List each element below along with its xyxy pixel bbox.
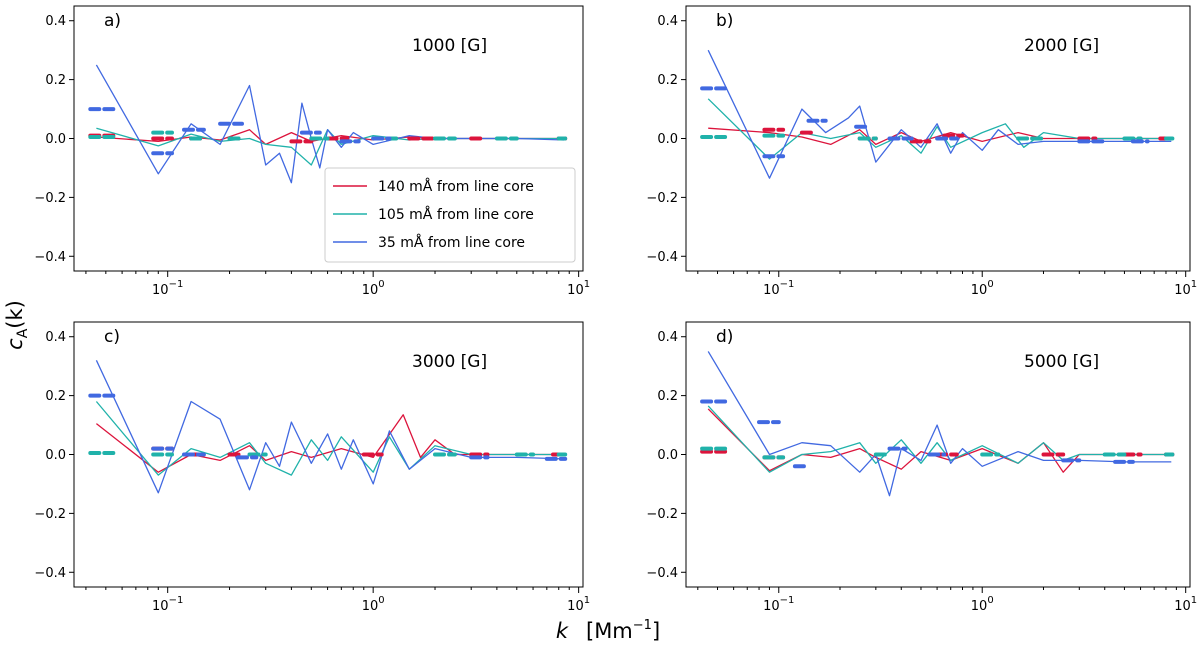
panel-c: 0.4 0.2 0.0 −0.2 −0.4 10−1 100 101 c) 3000 [G] <box>34 321 590 614</box>
field-label: 1000 [G] <box>412 36 487 56</box>
series-line-1 <box>95 414 565 473</box>
y-tick-label: −0.2 <box>646 507 678 522</box>
x-tick-label: 101 <box>1174 595 1197 614</box>
legend: 140 mÅ from line core 105 mÅ from line co… <box>324 167 576 263</box>
x-tick-label: 100 <box>971 595 994 614</box>
x-axis-label: k [Mm−1] <box>556 618 660 643</box>
y-tick-label: −0.2 <box>34 507 66 522</box>
y-tick-label: −0.2 <box>34 191 66 206</box>
y-tick-label: 0.2 <box>657 73 678 88</box>
field-label: 2000 [G] <box>1024 36 1099 56</box>
panel-d: 0.4 0.2 0.0 −0.2 −0.4 10−1 100 101 d) 5000 [G] <box>646 321 1197 614</box>
panel-label: a) <box>104 11 121 31</box>
series-line-3 <box>707 351 1172 497</box>
y-tick-label: 0.0 <box>657 132 678 147</box>
series-line-2 <box>95 401 565 476</box>
legend-label: 35 mÅ from line core <box>378 234 525 251</box>
y-tick-label: 0.4 <box>45 14 66 29</box>
panel-label: c) <box>104 327 120 347</box>
legend-label: 140 mÅ from line core <box>378 178 534 195</box>
y-axis-label: cA(k) <box>3 300 31 350</box>
y-tick-label: −0.4 <box>34 250 66 265</box>
plot-area <box>700 49 1175 179</box>
y-tick-label: 0.4 <box>45 330 66 345</box>
field-label: 3000 [G] <box>412 352 487 372</box>
panel-label: b) <box>716 11 733 31</box>
y-tick-label: −0.2 <box>646 191 678 206</box>
x-tick-label: 100 <box>362 595 385 614</box>
plot-area <box>88 360 568 494</box>
y-tick-label: 0.0 <box>657 448 678 463</box>
y-tick-label: 0.2 <box>657 389 678 404</box>
series-line-3 <box>95 64 565 184</box>
field-label: 5000 [G] <box>1024 352 1099 372</box>
plot-area <box>700 351 1175 497</box>
y-tick-label: 0.2 <box>45 73 66 88</box>
y-tick-label: −0.4 <box>646 566 678 581</box>
x-tick-label: 10−1 <box>763 595 794 614</box>
y-tick-label: 0.4 <box>657 14 678 29</box>
x-tick-label: 10−1 <box>763 279 794 298</box>
x-tick-label: 101 <box>1174 279 1197 298</box>
plot-area <box>88 64 568 184</box>
panel-a: 0.4 0.2 0.0 −0.2 −0.4 10−1 100 101 a) 1000 [G] <box>34 5 590 298</box>
x-tick-label: 100 <box>971 279 994 298</box>
y-tick-label: 0.0 <box>45 132 66 147</box>
series-line-1 <box>707 408 1172 473</box>
x-tick-label: 101 <box>567 279 590 298</box>
series-line-2 <box>707 405 1172 473</box>
panel-b: 0.4 0.2 0.0 −0.2 −0.4 10−1 100 101 b) 2000 [G] <box>646 5 1197 298</box>
y-tick-label: 0.0 <box>45 448 66 463</box>
legend-label: 105 mÅ from line core <box>378 206 534 223</box>
x-tick-label: 10−1 <box>152 279 183 298</box>
series-line-3 <box>707 49 1172 179</box>
x-tick-label: 100 <box>362 279 385 298</box>
panel-label: d) <box>716 327 733 347</box>
series-line-2 <box>707 98 1172 160</box>
series-line-3 <box>95 360 565 494</box>
y-tick-label: 0.4 <box>657 330 678 345</box>
x-tick-label: 10−1 <box>152 595 183 614</box>
x-tick-label: 101 <box>567 595 590 614</box>
y-tick-label: −0.4 <box>646 250 678 265</box>
legend-box <box>324 167 576 263</box>
y-tick-label: −0.4 <box>34 566 66 581</box>
y-tick-label: 0.2 <box>45 389 66 404</box>
